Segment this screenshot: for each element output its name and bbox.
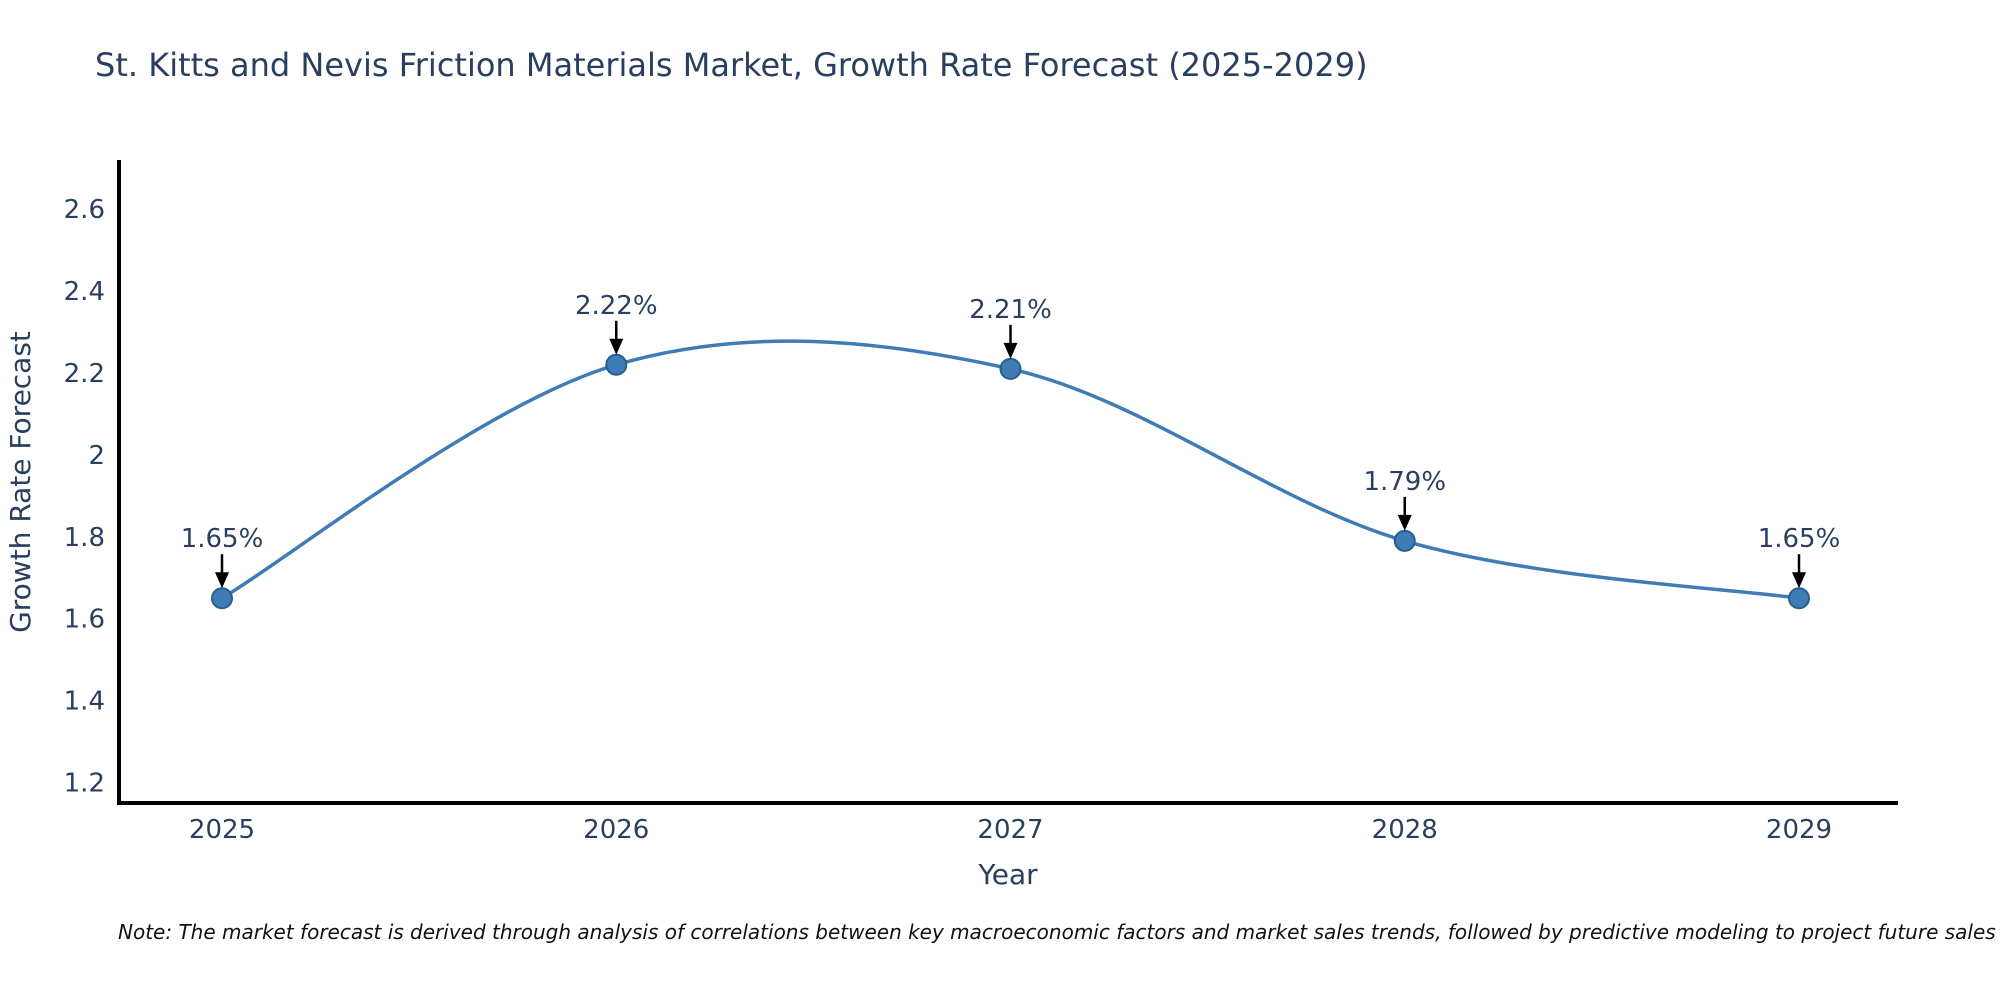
- x-tick-label: 2026: [583, 815, 649, 845]
- y-tick-label: 1.4: [64, 687, 105, 717]
- data-point-2029[interactable]: [1788, 587, 1810, 610]
- data-point-2026[interactable]: [605, 353, 628, 376]
- data-point-2025[interactable]: [211, 587, 233, 610]
- y-tick-label: 1.2: [64, 769, 105, 799]
- annotation-arrowhead: [1003, 342, 1018, 359]
- point-value-label: 1.79%: [1363, 467, 1446, 497]
- data-point-2028[interactable]: [1393, 529, 1416, 552]
- x-tick-label: 2027: [977, 815, 1043, 845]
- x-axis-title: Year: [977, 858, 1038, 891]
- annotation-arrowhead: [1792, 572, 1806, 589]
- x-tick-label: 2028: [1372, 815, 1438, 845]
- point-value-label: 1.65%: [1758, 524, 1841, 554]
- x-axis-ticks: 2025 2026 2027 2028 2029: [189, 815, 1832, 845]
- chart-title: St. Kitts and Nevis Friction Materials M…: [95, 46, 1368, 84]
- point-value-label: 2.22%: [575, 291, 658, 321]
- data-point-2027[interactable]: [999, 357, 1022, 380]
- y-tick-label: 1.6: [64, 605, 105, 635]
- annotation-arrowhead: [609, 338, 624, 355]
- y-axis-ticks: 1.2 1.4 1.6 1.8 2 2.2 2.4 2.6: [64, 195, 105, 798]
- point-value-label: 2.21%: [969, 295, 1052, 325]
- annotation-arrowhead: [215, 572, 229, 589]
- y-axis-title: Growth Rate Forecast: [4, 331, 37, 633]
- y-tick-label: 2: [88, 441, 105, 471]
- annotations-layer: 1.65% 2.22% 2.21% 1.79% 1.65%: [181, 291, 1841, 589]
- point-value-label: 1.65%: [181, 524, 264, 554]
- y-tick-label: 2.2: [64, 359, 105, 389]
- x-tick-label: 2025: [189, 815, 255, 845]
- annotation-arrowhead: [1397, 514, 1412, 531]
- y-tick-label: 2.4: [64, 277, 105, 307]
- series-layer: [211, 339, 1810, 610]
- x-tick-label: 2029: [1766, 815, 1832, 845]
- y-tick-label: 1.8: [64, 523, 105, 553]
- y-tick-label: 2.6: [64, 195, 105, 225]
- footnote: Note: The market forecast is derived thr…: [118, 920, 1996, 944]
